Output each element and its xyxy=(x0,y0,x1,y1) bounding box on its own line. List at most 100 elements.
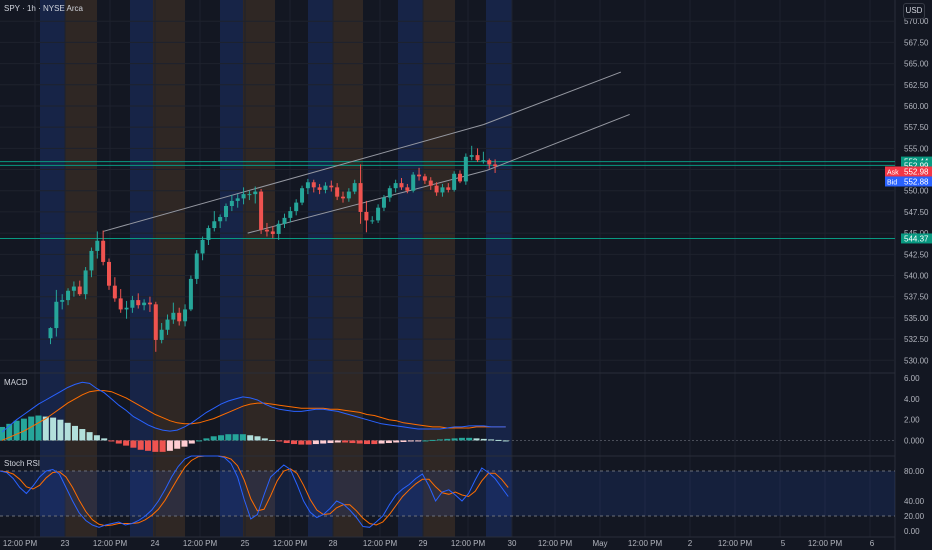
candle-body xyxy=(107,261,111,286)
candle-body xyxy=(469,155,474,157)
price-tick-label: 540.00 xyxy=(904,272,929,281)
macd-histogram-bar xyxy=(174,440,181,449)
candle-body xyxy=(124,307,129,310)
candle-body xyxy=(259,191,264,230)
candle-body xyxy=(300,188,305,203)
macd-histogram-bar xyxy=(400,440,407,442)
macd-histogram-bar xyxy=(108,440,115,442)
macd-histogram-bar xyxy=(407,440,414,442)
candle-body xyxy=(224,205,228,218)
time-axis-label: May xyxy=(592,539,607,548)
candle-body xyxy=(253,191,258,195)
candle-body xyxy=(142,302,147,306)
macd-signal-line xyxy=(1,390,506,441)
candle-body xyxy=(387,188,392,198)
macd-histogram-bar xyxy=(305,440,312,445)
price-tick-label: 547.50 xyxy=(904,208,929,217)
stoch-tick-label: 0.00 xyxy=(904,527,920,536)
macd-histogram-bar xyxy=(437,439,443,441)
macd-histogram-bar xyxy=(181,440,188,447)
candle-body xyxy=(463,156,468,182)
time-axis-label: 12:00 PM xyxy=(538,539,573,548)
candle-body xyxy=(346,191,351,199)
macd-histogram-bar xyxy=(115,440,122,444)
macd-tick-label: 2.00 xyxy=(904,416,920,425)
candle-body xyxy=(77,286,82,295)
macd-histogram-bar xyxy=(93,435,100,441)
stoch-title: Stoch RSI xyxy=(4,459,40,468)
macd-histogram-bar xyxy=(356,440,363,444)
candle-body xyxy=(335,187,340,197)
macd-histogram-bar xyxy=(79,429,86,441)
time-axis-label: 12:00 PM xyxy=(451,539,486,548)
price-tick-label: 542.50 xyxy=(904,250,929,259)
macd-histogram-bar xyxy=(327,440,334,444)
macd-histogram-bar xyxy=(269,439,276,441)
time-axis-label: 12:00 PM xyxy=(628,539,663,548)
candle-body xyxy=(66,290,71,301)
macd-histogram-bar xyxy=(13,420,20,441)
macd-histogram-bar xyxy=(283,440,290,444)
price-tick-label: 532.50 xyxy=(904,335,929,344)
macd-histogram-bar xyxy=(196,440,203,442)
candle-body xyxy=(493,164,498,167)
candle-body xyxy=(101,240,106,262)
session-band xyxy=(243,0,275,537)
symbol-header: SPY · 1h · NYSE Arca xyxy=(4,4,83,13)
price-tick-label: 537.50 xyxy=(904,293,929,302)
candle-body xyxy=(305,182,310,189)
candle-body xyxy=(71,286,76,291)
candle-body xyxy=(54,301,59,329)
candle-body xyxy=(481,160,486,162)
macd-histogram-bar xyxy=(57,419,64,441)
ask-tag xyxy=(885,166,901,177)
bid-price: 552.88 xyxy=(904,177,929,186)
time-axis-label: 12:00 PM xyxy=(808,539,843,548)
macd-histogram-bar xyxy=(466,437,473,441)
trendline xyxy=(103,124,484,232)
price-tick-label: 557.50 xyxy=(904,123,929,132)
level-price-tag xyxy=(901,160,932,171)
macd-histogram-bar xyxy=(130,440,137,448)
time-axis-label: 23 xyxy=(61,539,70,548)
macd-histogram-bar xyxy=(137,440,144,450)
candle-body xyxy=(95,240,100,251)
stoch-k-line xyxy=(0,455,509,528)
macd-histogram-bar xyxy=(86,432,93,441)
macd-title: MACD xyxy=(4,378,28,387)
candle-body xyxy=(422,176,427,181)
currency-button[interactable]: USD xyxy=(903,3,925,19)
session-band xyxy=(130,0,153,537)
time-axis-label: 30 xyxy=(508,539,517,548)
candle-body xyxy=(165,319,170,330)
candle-body xyxy=(241,194,246,199)
candle-body xyxy=(276,223,281,234)
macd-histogram-bar xyxy=(312,440,319,445)
candle-body xyxy=(206,228,211,240)
session-band xyxy=(40,0,65,537)
macd-tick-label: 4.00 xyxy=(904,395,920,404)
candle-body xyxy=(282,217,287,224)
price-tick-label: 562.50 xyxy=(904,81,929,90)
candle-body xyxy=(358,183,363,212)
price-tick-label: 567.50 xyxy=(904,38,929,47)
macd-histogram-bar xyxy=(232,434,239,441)
candle-body xyxy=(323,185,328,190)
time-axis-label: 12:00 PM xyxy=(93,539,128,548)
macd-line xyxy=(1,381,506,433)
macd-histogram-bar xyxy=(218,435,224,441)
candle-body xyxy=(417,174,422,177)
candle-body xyxy=(212,221,217,229)
macd-histogram-bar xyxy=(35,415,42,441)
candle-body xyxy=(171,312,176,320)
macd-histogram-bar xyxy=(488,439,495,441)
session-band xyxy=(486,0,512,537)
candle-body xyxy=(294,202,299,212)
macd-histogram-bar xyxy=(291,440,297,445)
candle-body xyxy=(370,220,375,222)
ask-price: 552.98 xyxy=(904,167,929,176)
bid-label: Bid xyxy=(887,179,897,186)
macd-histogram-bar xyxy=(473,438,480,441)
candle-body xyxy=(364,211,369,221)
